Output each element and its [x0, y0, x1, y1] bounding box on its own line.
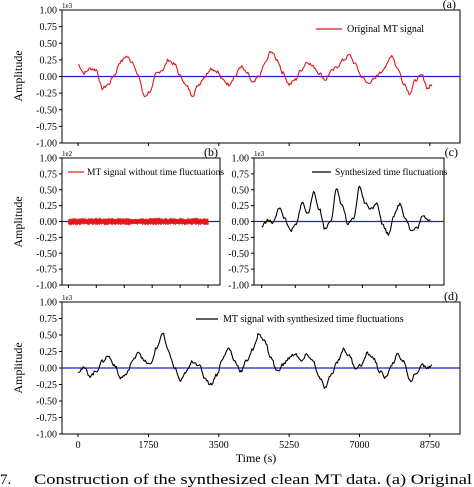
- panel-c: 1.00 0.75 0.50 0.25 0.00 -0.25 -0.50 -0.75 -1.00…: [228, 145, 458, 292]
- y-tick-label: 0.00: [40, 217, 58, 228]
- series-line: [261, 185, 431, 236]
- panel-d-label: (d): [444, 289, 458, 303]
- panel-b-y-ticks: 1.00 0.75 0.50 0.25 0.00 -0.25 -0.50 -0.75 -1.00: [36, 154, 62, 292]
- panel-c-y-ticks: 1.00 0.75 0.50 0.25 0.00 -0.25 -0.50 -0.75 -1.00: [228, 154, 254, 292]
- y-tick-label: -0.75: [36, 122, 57, 133]
- x-tick-label: 1750: [138, 440, 158, 451]
- x-tick-label: 5250: [279, 440, 299, 451]
- x-axis-ticks: 0 1750 3500 5250 7000 8750: [67, 143, 440, 451]
- x-tick-label: 3500: [209, 440, 229, 451]
- panel-a-y-axis-title: Amplitude: [11, 50, 25, 101]
- y-tick-label: 1.00: [40, 6, 58, 17]
- y-tick-label: 0.50: [40, 331, 58, 342]
- panel-b-multiplier: 1e2: [62, 150, 73, 158]
- panel-c-legend-label: Synthesized time fluctuations: [335, 167, 448, 178]
- y-tick-label: -0.50: [36, 397, 57, 408]
- series-line: [68, 217, 209, 226]
- y-tick-label: 0.00: [40, 364, 58, 375]
- y-tick-label: 0.50: [232, 185, 250, 196]
- y-tick-label: -0.25: [36, 233, 57, 244]
- y-tick-label: -0.50: [36, 105, 57, 116]
- y-tick-label: 1.00: [40, 154, 58, 165]
- panel-d-legend-label: MT signal with synthesized time fluctuat…: [223, 314, 404, 325]
- y-tick-label: 0.50: [40, 39, 58, 50]
- y-tick-label: 0.25: [40, 347, 58, 358]
- y-tick-label: 0.50: [40, 185, 58, 196]
- panel-d: 1.00 0.75 0.50 0.25 0.00 -0.25 -0.50 -0.75 -1.00…: [11, 289, 461, 441]
- y-tick-label: -0.50: [36, 249, 57, 260]
- panel-a: 1.00 0.75 0.50 0.25 0.00 -0.25 -0.50 -0.75 -1.00…: [11, 0, 461, 150]
- panel-c-plot: [254, 185, 444, 236]
- panel-b: 1.00 0.75 0.50 0.25 0.00 -0.25 -0.50 -0.75 -1.00…: [11, 145, 224, 292]
- panel-c-multiplier: 1e3: [254, 150, 265, 158]
- panel-d-y-ticks: 1.00 0.75 0.50 0.25 0.00 -0.25 -0.50 -0.75 -1.00: [36, 298, 62, 441]
- y-tick-label: 1.00: [40, 298, 58, 309]
- y-tick-label: -0.75: [36, 413, 57, 424]
- y-tick-label: 0.75: [232, 169, 250, 180]
- x-tick-label: 0: [76, 440, 81, 451]
- y-tick-label: -1.00: [228, 281, 249, 292]
- x-tick-label: 7000: [349, 440, 369, 451]
- y-tick-label: 0.25: [40, 55, 58, 66]
- panel-a-plot: [62, 50, 460, 98]
- series-line: [77, 50, 433, 98]
- y-tick-label: 0.00: [40, 72, 58, 83]
- y-tick-label: -1.00: [36, 430, 57, 441]
- panel-b-legend-label: MT signal without time fluctuations: [87, 167, 224, 178]
- y-tick-label: -0.50: [228, 249, 249, 260]
- y-tick-label: 1.00: [232, 154, 250, 165]
- panel-a-legend-label: Original MT signal: [347, 24, 424, 35]
- x-axis-title: Time (s): [236, 451, 277, 465]
- x-tick-label: 8750: [420, 440, 440, 451]
- y-tick-label: 0.25: [232, 201, 250, 212]
- y-tick-label: -0.25: [36, 380, 57, 391]
- panel-b-plot: [62, 217, 220, 226]
- y-tick-label: -0.75: [228, 265, 249, 276]
- panel-a-multiplier: 1e3: [62, 2, 73, 10]
- y-tick-label: 0.00: [232, 217, 250, 228]
- panel-c-label: (c): [445, 145, 458, 159]
- y-tick-label: 0.75: [40, 22, 58, 33]
- y-tick-label: -1.00: [36, 139, 57, 150]
- caption-text: Construction of the synthesized clean MT…: [34, 472, 472, 487]
- panel-b-label: (b): [204, 145, 218, 159]
- series-line: [77, 332, 433, 389]
- y-tick-label: -0.75: [36, 265, 57, 276]
- y-tick-label: -0.25: [228, 233, 249, 244]
- y-tick-label: 0.75: [40, 314, 58, 325]
- panel-d-multiplier: 1e3: [62, 294, 73, 302]
- panel-a-y-ticks: 1.00 0.75 0.50 0.25 0.00 -0.25 -0.50 -0.75 -1.00: [36, 6, 62, 150]
- y-tick-label: -1.00: [36, 281, 57, 292]
- caption-number: 7.: [0, 472, 11, 487]
- panel-d-plot: [62, 332, 460, 389]
- panel-b-y-axis-title: Amplitude: [11, 196, 25, 247]
- panel-a-label: (a): [443, 0, 456, 11]
- y-tick-label: -0.25: [36, 89, 57, 100]
- panel-d-y-axis-title: Amplitude: [11, 342, 25, 393]
- y-tick-label: 0.25: [40, 201, 58, 212]
- y-tick-label: 0.75: [40, 169, 58, 180]
